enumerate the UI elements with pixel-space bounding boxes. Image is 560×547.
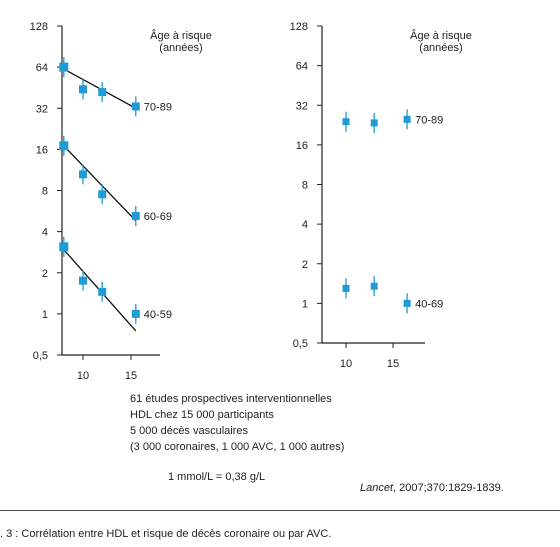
data-point <box>98 190 107 199</box>
y-tick-label: 0,5 <box>33 350 48 362</box>
y-tick-label: 4 <box>42 227 48 239</box>
citation: Lancet, 2007;370:1829-1839. <box>360 482 504 494</box>
study-info-line-3: 5 000 décès vasculaires <box>130 425 249 437</box>
citation-journal: Lancet <box>360 482 394 494</box>
data-point <box>370 119 378 127</box>
data-point <box>59 242 69 252</box>
series-label: 40-59 <box>144 309 172 321</box>
y-tick-label: 32 <box>296 100 308 112</box>
study-info-line-1: 61 études prospectives interventionnelle… <box>130 393 332 405</box>
data-point <box>59 141 69 151</box>
series-label: 40-69 <box>415 298 443 310</box>
y-tick-label: 64 <box>296 61 308 73</box>
y-tick-label: 64 <box>36 62 48 74</box>
data-point <box>131 212 140 221</box>
y-tick-label: 8 <box>42 186 48 198</box>
data-point <box>131 102 140 111</box>
series-label: 70-89 <box>144 101 172 113</box>
data-point <box>79 170 87 179</box>
data-point <box>403 299 411 307</box>
y-tick-label: 128 <box>30 21 48 33</box>
data-point <box>98 287 107 296</box>
data-point <box>403 115 411 123</box>
right-legend-title-line1: Âge à risque <box>410 30 472 42</box>
y-tick-label: 2 <box>42 268 48 280</box>
y-tick-label: 16 <box>296 140 308 152</box>
data-point <box>131 309 140 318</box>
y-tick-label: 0,5 <box>293 338 308 350</box>
y-tick-label: 1 <box>42 309 48 321</box>
study-info: 61 études prospectives interventionnelle… <box>130 391 344 455</box>
data-point <box>59 62 69 72</box>
x-tick-label: 10 <box>77 370 89 382</box>
left-legend-title: Âge à risque (années) <box>136 30 226 54</box>
citation-reference: , 2007;370:1829-1839. <box>393 482 504 494</box>
figure-caption: . 3 : Corrélation entre HDL et risque de… <box>0 528 332 540</box>
caption-divider <box>0 510 560 511</box>
data-point <box>370 282 378 290</box>
x-tick-label: 15 <box>387 358 399 370</box>
data-point <box>79 85 87 94</box>
y-tick-label: 2 <box>302 259 308 271</box>
regression-line <box>63 145 137 222</box>
data-point <box>342 284 350 292</box>
y-tick-label: 32 <box>36 103 48 115</box>
left-legend-title-line2: (années) <box>159 42 203 54</box>
x-tick-label: 10 <box>340 358 352 370</box>
y-tick-label: 128 <box>290 21 308 33</box>
series-label: 60-69 <box>144 211 172 223</box>
study-info-line-4: (3 000 coronaires, 1 000 AVC, 1 000 autr… <box>130 441 345 453</box>
y-tick-label: 1 <box>302 298 308 310</box>
x-tick-label: 15 <box>125 370 137 382</box>
study-info-line-2: HDL chez 15 000 participants <box>130 409 274 421</box>
unit-conversion: 1 mmol/L = 0,38 g/L <box>168 471 266 483</box>
data-point <box>79 276 87 285</box>
series-label: 70-89 <box>415 114 443 126</box>
y-tick-label: 4 <box>302 219 308 231</box>
right-legend-title: Âge à risque (années) <box>396 30 486 54</box>
data-point <box>342 118 350 126</box>
data-point <box>98 88 107 97</box>
y-tick-label: 16 <box>36 144 48 156</box>
right-legend-title-line2: (années) <box>419 42 463 54</box>
y-tick-label: 8 <box>302 180 308 192</box>
left-legend-title-line1: Âge à risque <box>150 30 212 42</box>
